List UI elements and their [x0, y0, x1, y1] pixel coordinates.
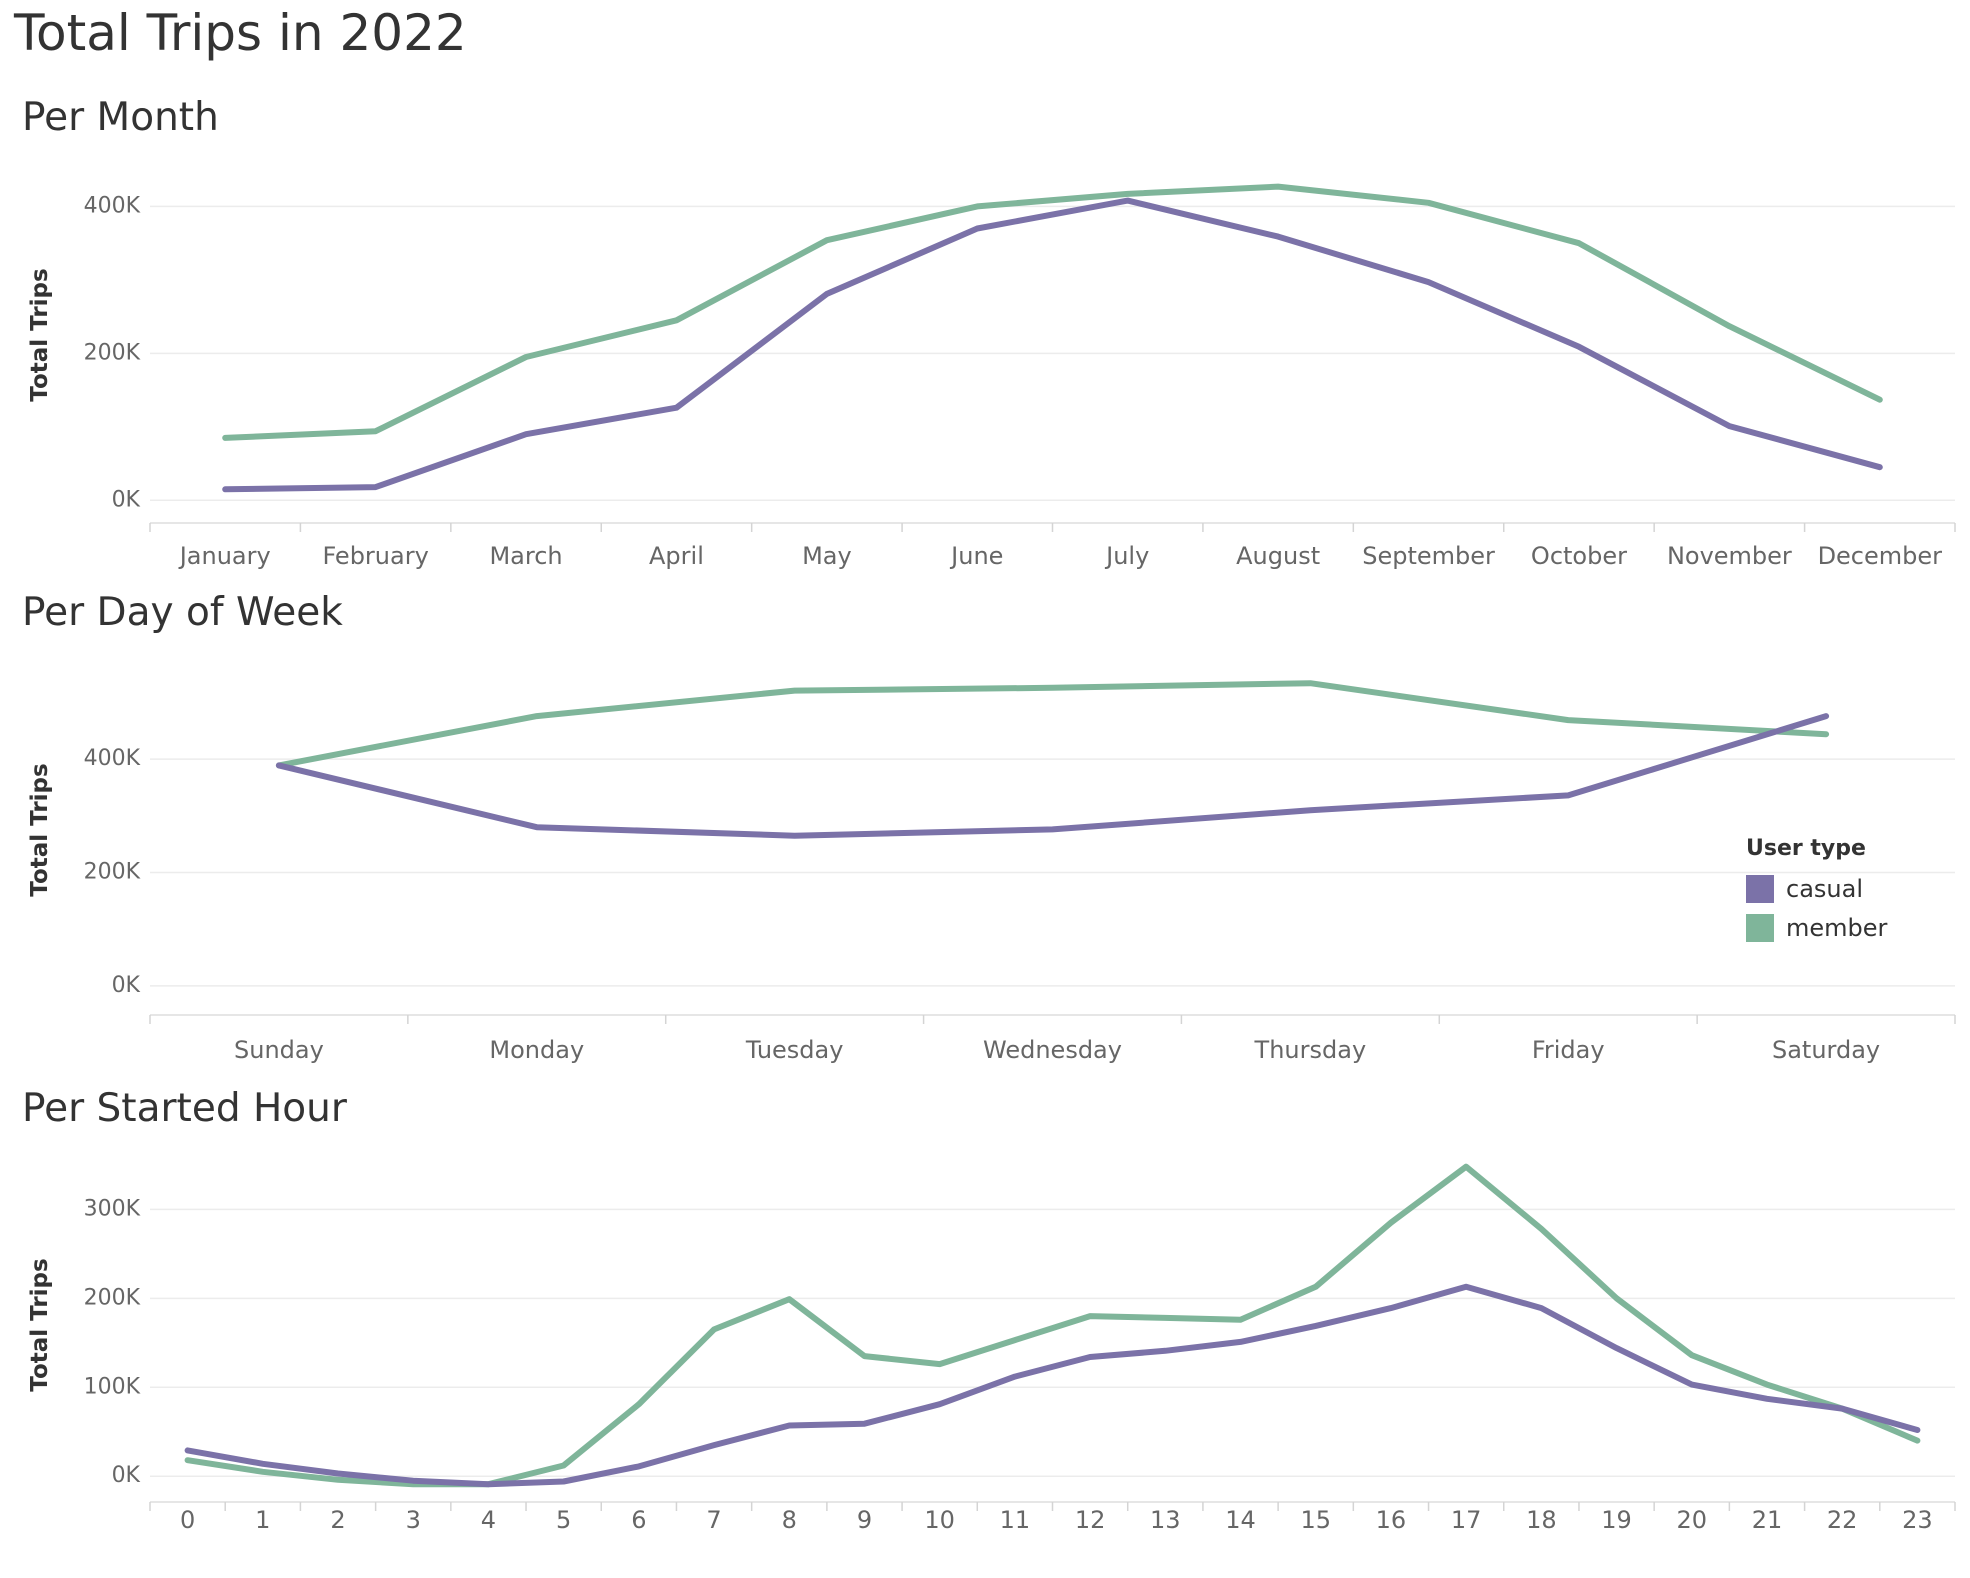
chart-panel-per-month: Per Month 0K 200K 400K Total Trips January Fe…: [0, 95, 1970, 575]
legend-title: User type: [1746, 836, 1866, 861]
legend-item-casual[interactable]: casual: [1746, 869, 1946, 908]
x-tick-label-november: November: [1667, 542, 1792, 570]
y-tick-label: 300K: [84, 1196, 141, 1221]
x-tick-label-17: 17: [1451, 1506, 1482, 1534]
x-tick-label-9: 9: [857, 1506, 872, 1534]
x-tick-label-13: 13: [1150, 1506, 1181, 1534]
y-axis-title: Total Trips: [27, 268, 53, 401]
x-tick-label-5: 5: [556, 1506, 571, 1534]
x-tick-label-monday: Monday: [489, 1036, 584, 1064]
series-line-member[interactable]: [222, 183, 1883, 441]
y-tick-label: 400K: [84, 746, 141, 771]
x-tick-label-saturday: Saturday: [1772, 1036, 1880, 1064]
x-tick-label-1: 1: [255, 1506, 270, 1534]
y-tick-label: 0K: [112, 1463, 141, 1488]
x-tick-label-19: 19: [1601, 1506, 1632, 1534]
x-tick-label-4: 4: [481, 1506, 496, 1534]
x-tick-label-2: 2: [330, 1506, 345, 1534]
y-axis-title: Total Trips: [27, 763, 53, 896]
y-tick-label: 0K: [112, 973, 141, 998]
y-tick-label: 200K: [84, 860, 141, 885]
series-line-member[interactable]: [275, 680, 1830, 769]
series-line-casual[interactable]: [184, 1283, 1921, 1488]
x-tick-label-23: 23: [1902, 1506, 1933, 1534]
x-tick-label-october: October: [1531, 542, 1627, 570]
x-tick-label-september: September: [1362, 542, 1495, 570]
chart-panel-per-day-of-week: Per Day of Week 0K 200K 400K Total Trips Sun…: [0, 590, 1970, 1070]
y-tick-label: 100K: [84, 1374, 141, 1399]
panel-title: Per Started Hour: [22, 1086, 347, 1131]
legend-item-member[interactable]: member: [1746, 908, 1946, 947]
y-tick-label: 200K: [84, 340, 141, 365]
x-tick-label-20: 20: [1676, 1506, 1707, 1534]
x-tick-label-21: 21: [1752, 1506, 1783, 1534]
x-tick-label-friday: Friday: [1532, 1036, 1605, 1064]
x-tick-label-16: 16: [1376, 1506, 1407, 1534]
x-tick-label-august: August: [1236, 542, 1320, 570]
chart-panel-per-started-hour: Per Started Hour 0K 100K 200K 300K Total Tri…: [0, 1086, 1970, 1566]
legend: User type casual member: [1746, 836, 1946, 947]
x-tick-label-april: April: [649, 542, 704, 570]
y-tick-label: 200K: [84, 1285, 141, 1310]
series-line-casual[interactable]: [275, 713, 1830, 839]
x-tick-label-8: 8: [782, 1506, 797, 1534]
panel-title: Per Day of Week: [22, 590, 343, 635]
legend-swatch-member: [1746, 913, 1774, 942]
dashboard-title: Total Trips in 2022: [14, 4, 467, 62]
x-tick-label-10: 10: [924, 1506, 955, 1534]
x-tick-label-january: January: [178, 542, 271, 570]
x-tick-label-18: 18: [1526, 1506, 1557, 1534]
x-tick-label-march: March: [489, 542, 562, 570]
x-tick-label-thursday: Thursday: [1254, 1036, 1367, 1064]
x-tick-label-may: May: [802, 542, 852, 570]
x-tick-label-wednesday: Wednesday: [983, 1036, 1122, 1064]
x-tick-label-july: July: [1104, 542, 1149, 570]
legend-label-member: member: [1786, 913, 1888, 942]
x-tick-label-7: 7: [706, 1506, 721, 1534]
x-tick-label-22: 22: [1827, 1506, 1858, 1534]
x-tick-label-12: 12: [1075, 1506, 1106, 1534]
x-tick-label-15: 15: [1300, 1506, 1331, 1534]
x-tick-label-december: December: [1818, 542, 1943, 570]
legend-swatch-casual: [1746, 874, 1774, 903]
panel-title: Per Month: [22, 95, 219, 140]
x-tick-label-tuesday: Tuesday: [745, 1036, 844, 1064]
series-line-casual[interactable]: [222, 197, 1883, 493]
legend-label-casual: casual: [1786, 874, 1863, 903]
y-tick-label: 0K: [112, 487, 141, 512]
chart-svg-per-month: 0K 200K 400K Total Trips January February Marc…: [27, 183, 1956, 570]
x-tick-label-6: 6: [631, 1506, 646, 1534]
y-tick-label: 400K: [84, 193, 141, 218]
x-tick-label-june: June: [949, 542, 1003, 570]
x-tick-label-february: February: [322, 542, 428, 570]
x-tick-label-sunday: Sunday: [234, 1036, 324, 1064]
chart-svg-per-day-of-week: 0K 200K 400K Total Trips Sunday Monday Tuesday…: [27, 680, 1956, 1064]
series-line-member[interactable]: [184, 1163, 1921, 1488]
x-tick-label-14: 14: [1225, 1506, 1256, 1534]
y-axis-title: Total Trips: [27, 1258, 53, 1391]
x-tick-label-11: 11: [1000, 1506, 1031, 1534]
x-tick-label-0: 0: [180, 1506, 195, 1534]
x-tick-label-3: 3: [406, 1506, 421, 1534]
